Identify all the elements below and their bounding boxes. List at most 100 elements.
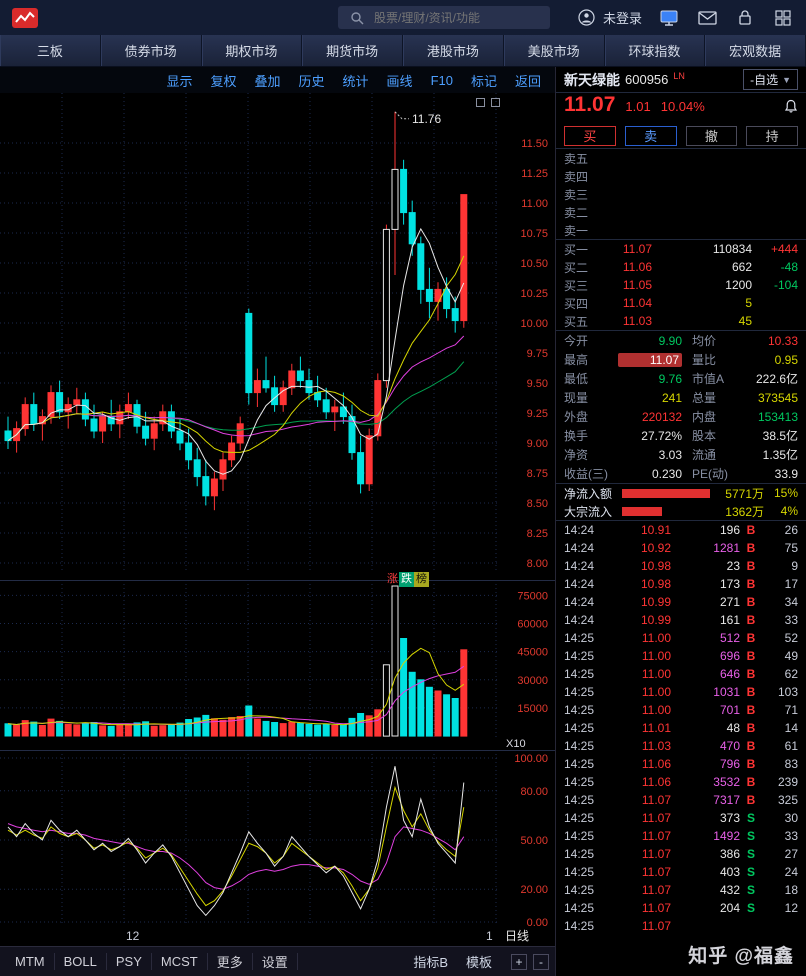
chart-toolbar: 显示 复权 叠加 历史 统计 画线 F10 标记 返回	[0, 67, 555, 93]
market-tab[interactable]: 三板	[0, 35, 101, 66]
tick-row: 14:24 10.99 271 B 34	[564, 595, 798, 609]
indicator-link[interactable]: 指标B	[413, 955, 448, 970]
watchlist-button[interactable]: -自选 ▼	[743, 69, 798, 90]
trade-button[interactable]: 买	[564, 125, 616, 146]
toolbar-item[interactable]: 历史	[298, 73, 325, 89]
ask-level-row[interactable]: 卖三	[564, 187, 589, 202]
bid-level-row[interactable]: 买四 11.04 5	[564, 296, 752, 311]
market-tab-bar: 三板 债券市场 期权市场 期货市场 港股市场 美股市场 环球指数 宏观数据	[0, 35, 806, 67]
stat-row: 收益(三) 0.230 PE(动) 33.9	[564, 466, 798, 482]
zoom-button[interactable]: +	[511, 953, 527, 970]
market-tab[interactable]: 美股市场	[504, 35, 605, 66]
svg-text:8.25: 8.25	[527, 528, 548, 540]
tick-row: 14:25 11.06 3532 B 239	[564, 775, 798, 789]
price-row: 11.07 1.01 10.04%	[556, 93, 806, 123]
stock-code: 600956	[625, 72, 669, 87]
indicator-actions: 指标B 模板 + -	[404, 952, 549, 971]
app-logo[interactable]	[12, 7, 38, 28]
bid-level-row[interactable]: 买一 11.07 110834 +444	[564, 242, 798, 257]
tick-row: 14:25 11.07 7317 B 325	[564, 793, 798, 807]
svg-text:10.50: 10.50	[520, 258, 548, 270]
indicator-tab[interactable]: BOLL	[55, 952, 107, 971]
login-button[interactable]: 未登录	[576, 7, 642, 29]
svg-text:0.00: 0.00	[527, 917, 548, 929]
trade-button[interactable]: 撤	[685, 125, 738, 146]
restore-panel-icon[interactable]	[491, 98, 500, 107]
tick-row: 14:25 11.00 696 B 49	[564, 649, 798, 663]
market-tab[interactable]: 期货市场	[302, 35, 403, 66]
svg-text:80.00: 80.00	[520, 786, 548, 798]
rank-badge[interactable]: 涨跌榜	[386, 572, 429, 587]
trade-button[interactable]: 持	[746, 125, 798, 146]
stat-row: 净资 3.03 流通 1.35亿	[564, 447, 798, 463]
top-bar: 未登录	[0, 0, 806, 35]
svg-text:10.25: 10.25	[520, 288, 548, 300]
svg-text:日线: 日线	[505, 929, 529, 943]
last-price: 11.07	[564, 93, 616, 116]
market-tab[interactable]: 宏观数据	[705, 35, 806, 66]
indicator-tab[interactable]: 更多	[208, 952, 253, 971]
zoom-button[interactable]: -	[533, 953, 549, 970]
indicator-tab[interactable]: MTM	[6, 952, 55, 971]
ask-level-row[interactable]: 卖四	[564, 169, 589, 184]
bid-level-row[interactable]: 买二 11.06 662 -48	[564, 260, 798, 275]
toolbar-item[interactable]: 统计	[342, 73, 369, 89]
lock-icon[interactable]	[734, 7, 756, 29]
rise-label: 涨	[387, 573, 398, 585]
toolbar-item[interactable]: 标记	[470, 73, 497, 89]
board-label: 榜	[414, 572, 429, 587]
svg-text:45000: 45000	[517, 647, 548, 659]
market-tab[interactable]: 期权市场	[202, 35, 303, 66]
flow-row: 大宗流入 1362万 4%	[564, 504, 798, 519]
flow-bar	[622, 506, 662, 516]
ask-level-row[interactable]: 卖五	[564, 151, 589, 166]
watermark: 知乎 @福鑫	[688, 946, 794, 967]
svg-text:30000: 30000	[517, 675, 548, 687]
apps-grid-icon[interactable]	[772, 7, 794, 29]
tick-row: 14:25 11.00 701 B 71	[564, 703, 798, 717]
market-tab[interactable]: 债券市场	[101, 35, 202, 66]
chart-window-controls	[476, 98, 500, 107]
price-change: 1.01	[625, 99, 651, 114]
search-input[interactable]	[373, 10, 539, 25]
indicator-tab[interactable]: 设置	[253, 952, 298, 971]
indicator-link[interactable]: 模板	[465, 955, 492, 970]
flow-bar	[622, 488, 710, 498]
toolbar-item[interactable]: 显示	[166, 73, 193, 89]
svg-text:100.00: 100.00	[514, 753, 548, 765]
indicator-tab[interactable]: PSY	[107, 952, 152, 971]
trade-button[interactable]: 卖	[624, 125, 677, 146]
market-tab[interactable]: 港股市场	[403, 35, 504, 66]
monitor-icon[interactable]	[658, 7, 680, 29]
market-tab[interactable]: 环球指数	[605, 35, 706, 66]
bid-level-row[interactable]: 买三 11.05 1200 -104	[564, 278, 798, 293]
kline-chart[interactable]: 8.00 8.25 8.50 8.75 9.00 9.25 9.50 9.75 10.00 10.…	[0, 93, 555, 580]
indicator-bar: MTM BOLL PSY MCST 更多 设置 指标B 模板 + -	[0, 946, 555, 976]
svg-text:15000: 15000	[517, 703, 548, 715]
chart-column: 显示 复权 叠加 历史 统计 画线 F10 标记 返回 8.00 8.25 8.50 8.75 9.00…	[0, 67, 556, 976]
indicator-chart[interactable]: 100.00 80.00 50.00 20.00 0.00 12 1 日线	[0, 750, 555, 946]
tick-row: 14:25 11.00 1031 B 103	[564, 685, 798, 699]
indicator-tab[interactable]: MCST	[152, 952, 208, 971]
price-change-pct: 10.04%	[660, 99, 705, 114]
search-box[interactable]	[337, 6, 550, 29]
toolbar-item[interactable]: 返回	[514, 73, 541, 89]
volume-chart[interactable]: 75000 60000 45000 30000 15000 X10	[0, 580, 555, 750]
svg-text:11.76: 11.76	[412, 112, 441, 126]
ask-level-row[interactable]: 卖一	[564, 223, 589, 238]
toolbar-item[interactable]: 叠加	[254, 73, 281, 89]
toolbar-item[interactable]: 画线	[386, 73, 413, 89]
toolbar-item[interactable]: F10	[430, 72, 453, 88]
mail-icon[interactable]	[696, 7, 718, 29]
alert-bell-icon[interactable]	[784, 99, 798, 117]
stat-row: 外盘 220132 内盘 153413	[564, 409, 798, 425]
svg-text:60000: 60000	[517, 619, 548, 631]
stock-header: 新天绿能 600956 LN -自选 ▼	[556, 67, 806, 93]
minimize-panel-icon[interactable]	[476, 98, 485, 107]
tick-list[interactable]: 14:24 10.91 196 B 26 14:24 10.92 1281 B …	[556, 521, 806, 976]
toolbar-item[interactable]: 复权	[210, 73, 237, 89]
main-content: 显示 复权 叠加 历史 统计 画线 F10 标记 返回 8.00 8.25 8.50 8.75 9.00…	[0, 67, 806, 976]
ask-level-row[interactable]: 卖二	[564, 205, 589, 220]
tick-row: 14:25 11.07 373 S 30	[564, 811, 798, 825]
bid-level-row[interactable]: 买五 11.03 45	[564, 314, 752, 329]
